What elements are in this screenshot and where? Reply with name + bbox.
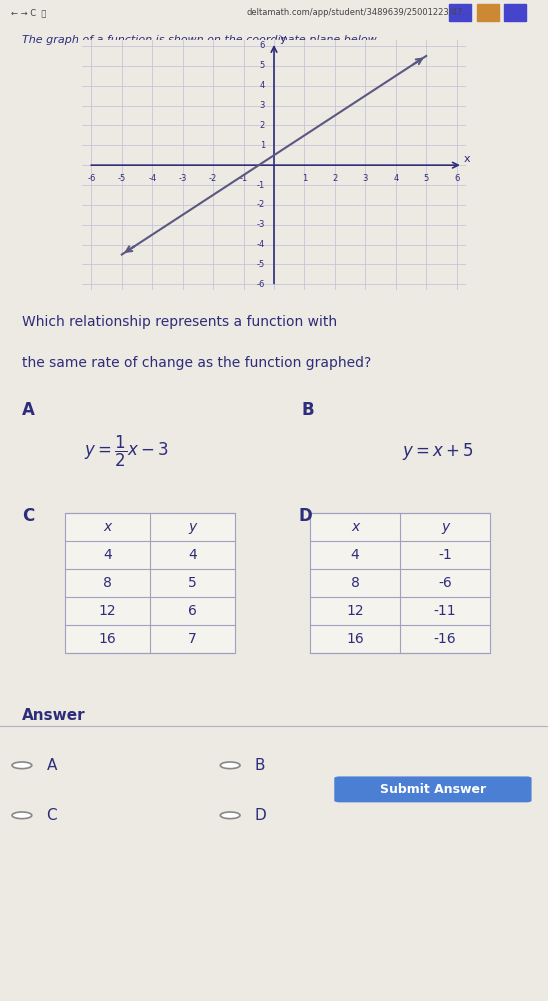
Text: 4: 4 <box>393 174 398 183</box>
Text: A: A <box>47 758 57 773</box>
Text: -6: -6 <box>438 577 452 591</box>
Text: x: x <box>464 154 471 164</box>
Text: -6: -6 <box>256 280 265 289</box>
Text: 6: 6 <box>188 605 197 619</box>
Text: 4: 4 <box>188 549 197 563</box>
Text: 1: 1 <box>260 141 265 150</box>
Text: C: C <box>22 508 34 526</box>
Text: 12: 12 <box>346 605 364 619</box>
Text: -6: -6 <box>87 174 95 183</box>
Text: D: D <box>298 508 312 526</box>
Text: -5: -5 <box>118 174 126 183</box>
Text: 4: 4 <box>351 549 359 563</box>
Text: D: D <box>255 808 266 823</box>
Text: 7: 7 <box>188 633 197 647</box>
Text: -2: -2 <box>209 174 217 183</box>
Text: $y = \dfrac{1}{2}x - 3$: $y = \dfrac{1}{2}x - 3$ <box>84 433 168 468</box>
Text: 5: 5 <box>424 174 429 183</box>
Text: 5: 5 <box>260 61 265 70</box>
Text: 8: 8 <box>103 577 112 591</box>
Text: -5: -5 <box>256 260 265 269</box>
Text: 8: 8 <box>351 577 359 591</box>
Text: -3: -3 <box>256 220 265 229</box>
Text: -3: -3 <box>179 174 187 183</box>
Text: -4: -4 <box>148 174 156 183</box>
Circle shape <box>220 812 240 819</box>
Circle shape <box>220 762 240 769</box>
Text: 3: 3 <box>260 101 265 110</box>
Text: 2: 2 <box>332 174 338 183</box>
Circle shape <box>12 762 32 769</box>
Bar <box>310 514 490 654</box>
Text: 12: 12 <box>99 605 116 619</box>
Bar <box>65 514 235 654</box>
Text: 4: 4 <box>260 81 265 90</box>
Text: y: y <box>280 34 287 44</box>
Text: -1: -1 <box>438 549 452 563</box>
Text: 6: 6 <box>454 174 459 183</box>
Text: 16: 16 <box>99 633 116 647</box>
Text: 1: 1 <box>302 174 307 183</box>
Bar <box>449 4 471 21</box>
Text: -16: -16 <box>433 633 456 647</box>
Text: Which relationship represents a function with: Which relationship represents a function… <box>22 315 337 329</box>
Text: A: A <box>22 400 35 418</box>
Text: ← → C  🔒: ← → C 🔒 <box>11 8 47 17</box>
Text: The graph of a function is shown on the coordinate plane below.: The graph of a function is shown on the … <box>22 35 379 45</box>
Text: 5: 5 <box>188 577 197 591</box>
Text: x: x <box>104 521 112 535</box>
Text: 16: 16 <box>346 633 364 647</box>
Text: $y = x + 5$: $y = x + 5$ <box>402 440 475 461</box>
Text: Answer: Answer <box>22 708 85 723</box>
Bar <box>504 4 526 21</box>
Bar <box>477 4 499 21</box>
Text: x: x <box>351 521 359 535</box>
Text: Submit Answer: Submit Answer <box>380 783 486 796</box>
Text: C: C <box>47 808 57 823</box>
Text: B: B <box>301 400 314 418</box>
Text: 2: 2 <box>260 121 265 130</box>
Text: -1: -1 <box>239 174 248 183</box>
FancyBboxPatch shape <box>334 777 532 803</box>
Text: 3: 3 <box>363 174 368 183</box>
Text: deltamath.com/app/student/3489639/25001223/47...: deltamath.com/app/student/3489639/250012… <box>247 8 471 17</box>
Text: 4: 4 <box>103 549 112 563</box>
Text: B: B <box>255 758 265 773</box>
Text: 6: 6 <box>260 41 265 50</box>
Text: y: y <box>441 521 449 535</box>
Text: y: y <box>189 521 197 535</box>
Text: -4: -4 <box>256 240 265 249</box>
Text: -2: -2 <box>256 200 265 209</box>
Circle shape <box>12 812 32 819</box>
Text: the same rate of change as the function graphed?: the same rate of change as the function … <box>22 356 371 369</box>
Text: -1: -1 <box>256 180 265 189</box>
Text: -11: -11 <box>433 605 456 619</box>
